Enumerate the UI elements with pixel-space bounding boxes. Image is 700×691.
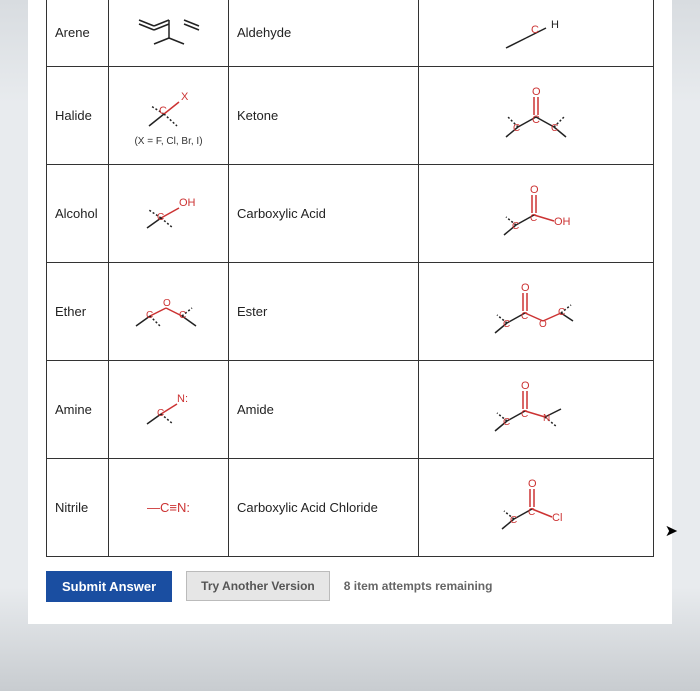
svg-text:C: C: [503, 319, 510, 330]
cell-ester-label: Ester: [229, 262, 419, 360]
cell-ketone-structure: O C C C: [419, 66, 654, 164]
svg-text:H: H: [551, 19, 559, 31]
table-row: Ether C O C Ester: [47, 262, 654, 360]
svg-text:O: O: [521, 380, 530, 392]
svg-text:O: O: [532, 86, 541, 98]
cell-arene-structure: [109, 0, 229, 66]
svg-text:C: C: [159, 105, 167, 117]
cell-alcohol-structure: C OH: [109, 164, 229, 262]
svg-text:C: C: [146, 310, 153, 321]
table-row: Halide C X (X = F, Cl, Br, I) Ketone: [47, 66, 654, 164]
svg-text:O: O: [163, 298, 171, 309]
functional-groups-table: Arene Aldehyde: [46, 0, 654, 557]
svg-text:N: N: [543, 413, 550, 424]
svg-text:X: X: [181, 91, 189, 103]
svg-text:C: C: [513, 123, 520, 134]
svg-text:O: O: [539, 319, 547, 330]
cell-amine-structure: C N:: [109, 360, 229, 458]
svg-text:C: C: [157, 408, 164, 419]
cell-chloride-label: Carboxylic Acid Chloride: [229, 458, 419, 556]
cell-nitrile-label: Nitrile: [47, 458, 109, 556]
cell-nitrile-structure: —C≡N:: [109, 458, 229, 556]
cell-ether-label: Ether: [47, 262, 109, 360]
cell-chloride-structure: O C C Cl: [419, 458, 654, 556]
svg-text:C: C: [528, 507, 535, 518]
cell-amine-label: Amine: [47, 360, 109, 458]
page-container: Arene Aldehyde: [28, 0, 672, 624]
svg-text:OH: OH: [179, 197, 196, 209]
cell-amide-label: Amide: [229, 360, 419, 458]
svg-text:O: O: [528, 478, 537, 490]
svg-text:OH: OH: [554, 216, 571, 228]
svg-text:Cl: Cl: [552, 512, 562, 524]
cell-arene-label: Arene: [47, 0, 109, 66]
halide-note: (X = F, Cl, Br, I): [117, 136, 220, 147]
svg-text:C: C: [510, 515, 517, 526]
button-bar: Submit Answer Try Another Version 8 item…: [46, 571, 654, 602]
cell-halide-label: Halide: [47, 66, 109, 164]
cell-ether-structure: C O C: [109, 262, 229, 360]
cell-ketone-label: Ketone: [229, 66, 419, 164]
cell-amide-structure: O C C N: [419, 360, 654, 458]
svg-text:C: C: [551, 123, 558, 134]
cell-carboxylic-structure: O C C OH: [419, 164, 654, 262]
table-row: Nitrile —C≡N: Carboxylic Acid Chloride O…: [47, 458, 654, 556]
cell-alcohol-label: Alcohol: [47, 164, 109, 262]
try-another-version-button[interactable]: Try Another Version: [186, 571, 330, 601]
svg-text:C: C: [558, 307, 565, 318]
cell-carboxylic-label: Carboxylic Acid: [229, 164, 419, 262]
svg-text:C: C: [179, 310, 186, 321]
cell-aldehyde-label: Aldehyde: [229, 0, 419, 66]
submit-answer-button[interactable]: Submit Answer: [46, 571, 172, 602]
svg-text:O: O: [530, 184, 539, 196]
cell-aldehyde-structure: C H: [419, 0, 654, 66]
table-row: Arene Aldehyde: [47, 0, 654, 66]
table-row: Amine C N: Amide: [47, 360, 654, 458]
svg-text:C: C: [503, 417, 510, 428]
cursor-icon: ➤: [665, 521, 678, 541]
svg-text:C: C: [521, 409, 528, 420]
nitrile-formula: —C≡N:: [117, 500, 220, 515]
svg-text:C: C: [157, 212, 164, 223]
svg-text:C: C: [521, 311, 528, 322]
svg-text:C: C: [531, 24, 539, 36]
svg-text:N:: N:: [177, 393, 188, 405]
cell-halide-structure: C X (X = F, Cl, Br, I): [109, 66, 229, 164]
table-row: Alcohol C OH Carboxylic Acid: [47, 164, 654, 262]
svg-text:O: O: [521, 282, 530, 294]
svg-text:C: C: [530, 213, 537, 224]
cell-ester-structure: O C O C C: [419, 262, 654, 360]
svg-text:C: C: [512, 221, 519, 232]
attempts-remaining-text: 8 item attempts remaining: [344, 579, 493, 593]
svg-text:C: C: [532, 114, 540, 126]
